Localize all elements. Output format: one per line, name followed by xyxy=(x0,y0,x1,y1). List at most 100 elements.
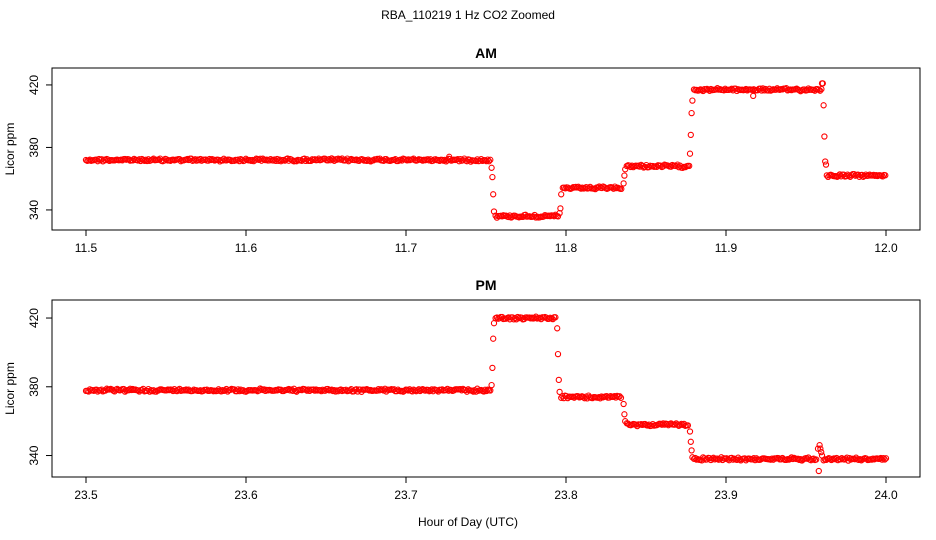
data-point xyxy=(689,454,696,461)
x-tick-label: 11.9 xyxy=(715,241,738,255)
y-tick-label: 340 xyxy=(27,200,41,220)
data-point xyxy=(488,381,495,389)
data-point xyxy=(555,376,562,384)
data-point xyxy=(489,173,496,181)
data-point xyxy=(483,157,490,165)
data-point xyxy=(556,388,563,396)
x-tick-label: 23.7 xyxy=(394,488,418,502)
data-point xyxy=(557,205,564,212)
data-point xyxy=(815,467,822,475)
x-tick-label: 12.0 xyxy=(874,241,898,255)
panel-title: PM xyxy=(476,277,497,293)
x-tick-label: 23.8 xyxy=(554,488,578,502)
data-point xyxy=(620,400,627,408)
y-tick-label: 420 xyxy=(27,75,41,95)
data-point xyxy=(815,86,822,93)
data-point xyxy=(686,150,694,157)
data-point xyxy=(880,454,887,462)
data-point xyxy=(818,452,826,459)
x-axis-label: Hour of Day (UTC) xyxy=(417,515,518,529)
y-axis-label: Licor ppm xyxy=(3,123,17,176)
data-point xyxy=(687,131,694,139)
data-point xyxy=(813,456,820,463)
data-point xyxy=(816,87,824,94)
data-point xyxy=(635,162,642,169)
data-point xyxy=(485,158,493,165)
data-point xyxy=(728,85,735,92)
data-point xyxy=(850,171,858,178)
y-axis-label: Licor ppm xyxy=(3,362,17,415)
data-point xyxy=(288,386,295,393)
data-point xyxy=(622,166,629,173)
data-point xyxy=(554,325,561,332)
data-point xyxy=(818,448,825,456)
data-point xyxy=(550,213,558,220)
data-point xyxy=(688,109,695,117)
data-point xyxy=(882,455,890,462)
panel-pm: PM Licor ppm 23.5 23.6 23.7 23.8 23.9 24.0 340 38… xyxy=(3,277,921,502)
data-point xyxy=(490,191,497,198)
data-point xyxy=(472,157,480,165)
data-point xyxy=(689,97,696,104)
data-point xyxy=(817,445,824,452)
data-point xyxy=(554,213,562,220)
data-point xyxy=(814,445,822,452)
data-point xyxy=(618,185,625,193)
data-point xyxy=(822,161,830,168)
data-point xyxy=(490,208,498,215)
data-point xyxy=(332,388,339,395)
data-point xyxy=(750,92,757,100)
data-point xyxy=(184,155,191,163)
y-tick-label: 340 xyxy=(27,445,41,465)
data-point xyxy=(728,454,735,462)
x-tick-label: 11.6 xyxy=(235,241,258,255)
data-point xyxy=(688,447,695,454)
x-tick-label: 11.7 xyxy=(395,241,418,255)
data-point xyxy=(821,133,828,140)
data-point xyxy=(686,428,694,435)
data-point xyxy=(684,422,692,429)
data-point xyxy=(679,164,686,171)
x-tick-label: 23.6 xyxy=(234,488,258,502)
data-point xyxy=(489,364,496,372)
data-points xyxy=(82,313,890,475)
y-tick-label: 380 xyxy=(27,137,41,157)
data-point xyxy=(446,153,453,160)
data-point xyxy=(660,420,667,427)
data-point xyxy=(554,350,562,358)
data-point xyxy=(487,156,494,163)
data-point xyxy=(729,456,737,463)
plot-frame xyxy=(51,67,921,231)
data-point xyxy=(687,438,694,445)
data-point xyxy=(490,320,498,327)
data-point xyxy=(621,172,628,179)
data-point xyxy=(617,394,625,401)
panel-am: AM Licor ppm 11.5 11.6 11.7 11.8 11.9 12.0 340 38… xyxy=(3,45,921,255)
plot-frame xyxy=(51,299,921,478)
data-point xyxy=(218,388,225,395)
x-tick-label: 23.5 xyxy=(74,488,98,502)
data-point xyxy=(552,314,559,321)
data-point xyxy=(558,191,565,198)
y-tick-label: 380 xyxy=(27,376,41,396)
data-point xyxy=(514,313,521,321)
data-point xyxy=(878,456,886,463)
data-point xyxy=(820,102,827,109)
data-point xyxy=(621,411,628,418)
data-point xyxy=(818,85,825,93)
x-tick-label: 11.8 xyxy=(555,241,578,255)
x-tick-label: 11.5 xyxy=(75,241,98,255)
data-points xyxy=(82,80,889,221)
data-point xyxy=(468,387,476,394)
figure-supertitle: RBA_110219 1 Hz CO2 Zoomed xyxy=(381,8,555,22)
x-tick-label: 24.0 xyxy=(874,488,898,502)
data-point xyxy=(686,162,693,170)
data-point xyxy=(818,80,826,87)
data-point xyxy=(616,393,623,400)
data-point xyxy=(483,387,490,395)
data-point xyxy=(490,335,497,342)
x-tick-label: 23.9 xyxy=(714,488,738,502)
data-point xyxy=(318,387,325,395)
